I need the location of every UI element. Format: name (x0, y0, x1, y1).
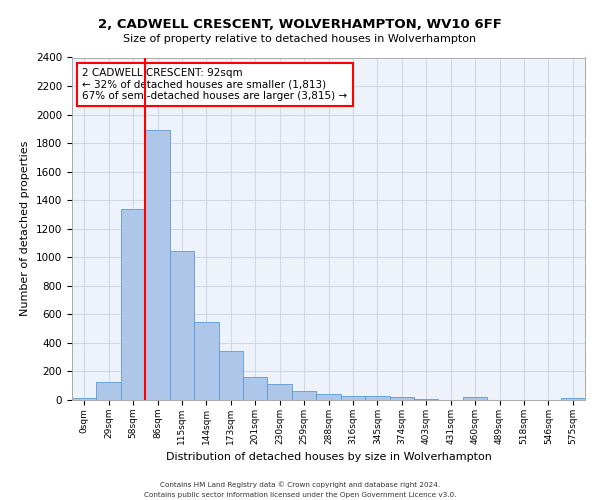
Bar (97, 382, 121, 400)
Bar (389, 397, 414, 400)
X-axis label: Distribution of detached houses by size in Wolverhampton: Distribution of detached houses by size … (166, 452, 491, 462)
Bar (218, 352, 243, 400)
Y-axis label: Number of detached properties: Number of detached properties (20, 141, 31, 316)
Bar (243, 377, 268, 400)
Bar (268, 384, 292, 400)
Text: 2, CADWELL CRESCENT, WOLVERHAMPTON, WV10 6FF: 2, CADWELL CRESCENT, WOLVERHAMPTON, WV10… (98, 18, 502, 30)
Bar (341, 396, 365, 400)
Bar (170, 251, 194, 400)
Text: Size of property relative to detached houses in Wolverhampton: Size of property relative to detached ho… (124, 34, 476, 43)
Bar (560, 398, 585, 400)
Bar (292, 390, 316, 400)
Bar (365, 396, 389, 400)
Bar (145, 130, 170, 400)
Bar (463, 397, 487, 400)
Bar (316, 394, 341, 400)
Bar (72, 398, 97, 400)
Bar (194, 322, 218, 400)
Text: 2 CADWELL CRESCENT: 92sqm
← 32% of detached houses are smaller (1,813)
67% of se: 2 CADWELL CRESCENT: 92sqm ← 32% of detac… (82, 68, 347, 101)
Bar (121, 209, 145, 400)
Text: Contains HM Land Registry data © Crown copyright and database right 2024.
Contai: Contains HM Land Registry data © Crown c… (144, 482, 456, 498)
